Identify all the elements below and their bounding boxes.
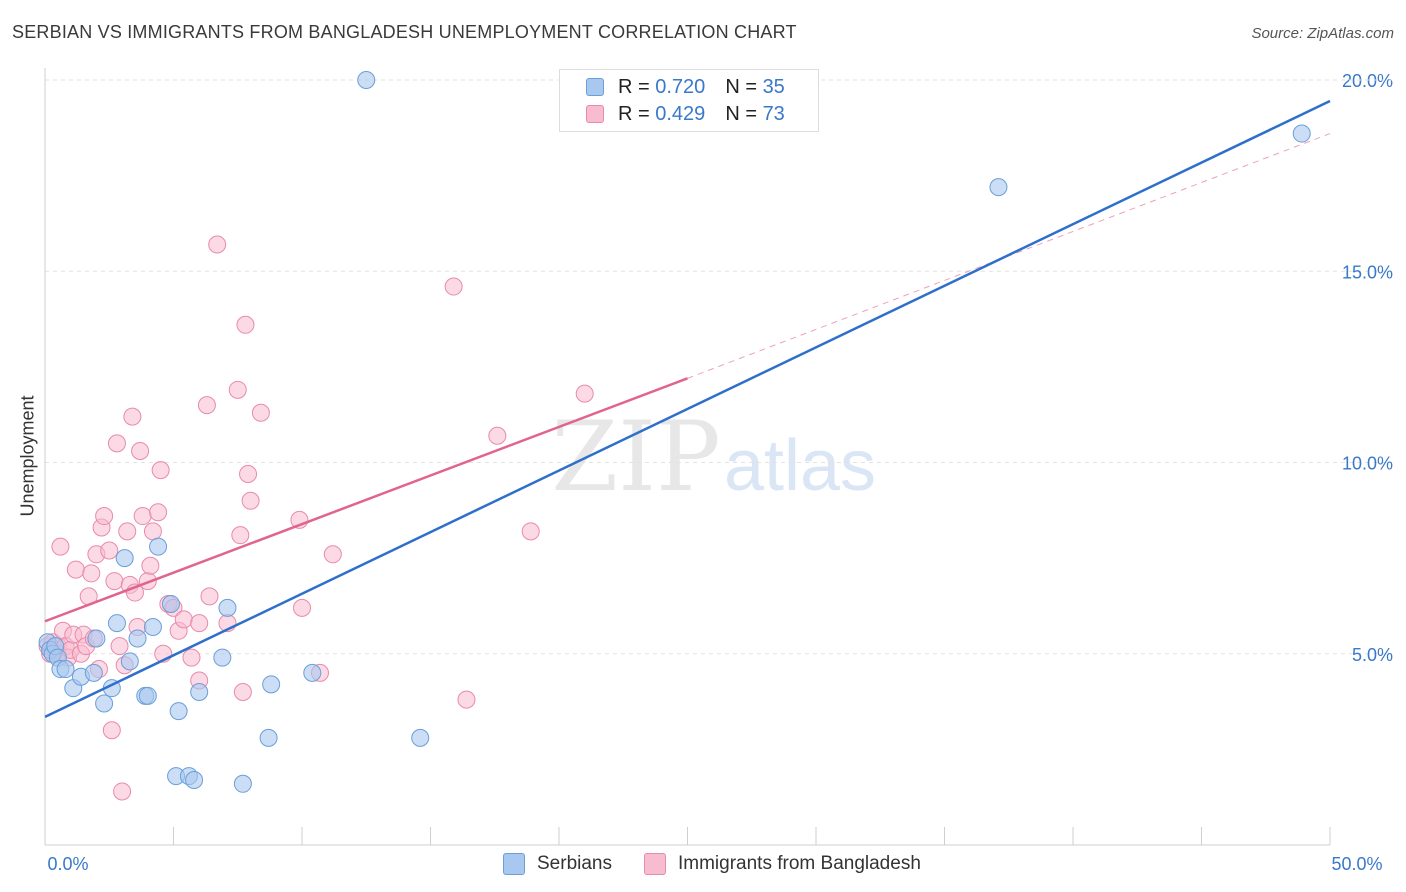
serbians-point bbox=[185, 770, 204, 789]
bangladesh-point bbox=[575, 384, 594, 403]
bangladesh-point bbox=[293, 598, 311, 617]
serbians-point bbox=[259, 728, 278, 747]
bangladesh-r-label: R = bbox=[618, 102, 650, 125]
bangladesh-point bbox=[100, 541, 119, 560]
bangladesh-point bbox=[118, 522, 137, 541]
bangladesh-point bbox=[444, 277, 463, 296]
y-tick-label: 20.0% bbox=[1342, 71, 1393, 91]
bangladesh-point bbox=[151, 461, 170, 480]
y-tick-label: 5.0% bbox=[1352, 645, 1393, 665]
bangladesh-point bbox=[190, 614, 209, 633]
watermark-atlas: atlas bbox=[724, 426, 876, 506]
serbians-point bbox=[128, 629, 147, 648]
serbians-point bbox=[95, 694, 114, 713]
y-tick-label: 10.0% bbox=[1342, 454, 1393, 474]
bangladesh-point bbox=[102, 721, 121, 740]
bangladesh-point bbox=[323, 545, 342, 564]
source-label: Source: ZipAtlas.com bbox=[1251, 25, 1394, 42]
bangladesh-point bbox=[251, 403, 270, 422]
bottom-legend-bangladesh: Immigrants from Bangladesh bbox=[644, 852, 921, 876]
bottom-legend-serbians: Serbians bbox=[503, 852, 612, 876]
serbians-point bbox=[84, 663, 103, 682]
bangladesh-point bbox=[174, 610, 193, 629]
serbians-point bbox=[218, 598, 237, 617]
serbians-point bbox=[149, 537, 168, 556]
x-tick-label-max: 50.0% bbox=[1331, 854, 1382, 874]
serbians-n-label: N = bbox=[725, 75, 757, 98]
bangladesh-point bbox=[141, 556, 160, 575]
bottom-serbians-swatch bbox=[503, 853, 525, 875]
bangladesh-point bbox=[236, 315, 255, 334]
serbians-point bbox=[1292, 124, 1311, 143]
bangladesh-point bbox=[51, 537, 70, 556]
serbians-point bbox=[213, 648, 232, 667]
bangladesh-point bbox=[105, 572, 124, 591]
legend-row-bangladesh: R = 0.429 N = 73 bbox=[586, 102, 785, 126]
bangladesh-point bbox=[123, 407, 142, 426]
bangladesh-point bbox=[231, 526, 250, 545]
bangladesh-point bbox=[110, 637, 129, 656]
bangladesh-n-label: N = bbox=[725, 102, 757, 125]
bottom-serbians-label: Serbians bbox=[537, 853, 612, 874]
bangladesh-point bbox=[208, 235, 227, 254]
bangladesh-point bbox=[82, 564, 101, 583]
bangladesh-point bbox=[197, 396, 216, 415]
serbians-point bbox=[190, 683, 209, 701]
bangladesh-point bbox=[239, 464, 258, 483]
bangladesh-point bbox=[133, 507, 152, 526]
bangladesh-trend-line bbox=[44, 377, 688, 623]
bangladesh-point bbox=[233, 683, 252, 701]
bangladesh-n-value: 73 bbox=[762, 102, 785, 125]
bangladesh-point bbox=[521, 522, 540, 541]
serbians-point bbox=[161, 595, 180, 614]
serbians-point bbox=[989, 178, 1008, 197]
serbians-point bbox=[107, 614, 126, 633]
bangladesh-point bbox=[143, 522, 162, 541]
y-axis-label: Unemployment bbox=[17, 395, 38, 517]
bangladesh-swatch bbox=[586, 105, 604, 123]
bottom-bangladesh-label: Immigrants from Bangladesh bbox=[678, 853, 921, 874]
bangladesh-point bbox=[131, 442, 150, 461]
x-tick-label-min: 0.0% bbox=[47, 854, 88, 874]
bangladesh-point bbox=[182, 648, 201, 667]
serbians-point bbox=[169, 702, 188, 721]
serbians-point bbox=[87, 629, 106, 648]
y-tick-label: 15.0% bbox=[1342, 262, 1393, 282]
serbians-r-value: 0.720 bbox=[655, 75, 706, 98]
serbians-swatch bbox=[586, 78, 604, 96]
watermark-zip: ZIP bbox=[551, 401, 720, 513]
bangladesh-point bbox=[457, 690, 476, 709]
correlation-legend: R = 0.720 N = 35 R = 0.429 N = 73 bbox=[559, 69, 819, 132]
bangladesh-point bbox=[200, 587, 219, 606]
serbians-r-label: R = bbox=[618, 75, 650, 98]
bangladesh-point bbox=[113, 782, 132, 801]
serbians-point bbox=[233, 774, 252, 793]
serbians-n-value: 35 bbox=[762, 75, 785, 98]
serbians-point bbox=[303, 663, 322, 682]
legend-row-serbians: R = 0.720 N = 35 bbox=[586, 75, 785, 99]
bangladesh-point bbox=[149, 503, 168, 522]
bangladesh-point bbox=[228, 380, 247, 399]
serbians-point bbox=[115, 549, 134, 568]
serbians-trend-line bbox=[44, 99, 1331, 718]
serbians-point bbox=[143, 617, 162, 636]
serbians-point bbox=[411, 728, 430, 747]
bangladesh-point bbox=[241, 491, 260, 510]
serbians-point bbox=[138, 686, 157, 705]
serbians-point bbox=[357, 71, 376, 89]
bangladesh-r-value: 0.429 bbox=[655, 102, 706, 125]
chart-title: SERBIAN VS IMMIGRANTS FROM BANGLADESH UN… bbox=[12, 22, 797, 42]
serbians-point bbox=[120, 652, 139, 671]
bottom-bangladesh-swatch bbox=[644, 853, 666, 875]
bangladesh-point bbox=[66, 560, 85, 579]
bangladesh-point bbox=[95, 507, 114, 526]
bangladesh-point bbox=[488, 426, 507, 445]
serbians-point bbox=[262, 675, 281, 694]
serbians-point bbox=[56, 660, 75, 679]
bangladesh-point bbox=[107, 434, 126, 453]
